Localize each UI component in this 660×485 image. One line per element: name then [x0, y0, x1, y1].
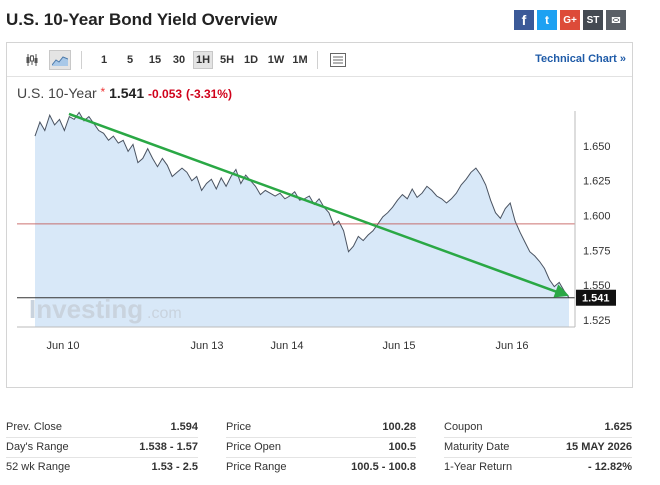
instrument-name: U.S. 10-Year — [17, 85, 97, 101]
stat-label: 52 wk Range — [6, 461, 71, 473]
y-tick-label: 1.625 — [583, 176, 611, 188]
row-divider — [226, 437, 416, 438]
google-plus-icon[interactable]: G+ — [560, 10, 580, 30]
y-tick-label: 1.550 — [583, 280, 611, 292]
quote-line: U.S. 10-Year * 1.541 -0.053 (-3.31%) — [17, 85, 232, 101]
interval-5-button[interactable]: 5 — [126, 54, 134, 66]
stat-label: Price Open — [226, 441, 282, 453]
delayed-star: * — [100, 85, 106, 99]
price-change-percent: (-3.31%) — [185, 87, 232, 101]
x-tick-label: Jun 14 — [270, 340, 303, 352]
interval-1h-button[interactable]: 1H — [193, 51, 213, 69]
stat-label: Price — [226, 421, 252, 433]
stat-value: 1.53 - 2.5 — [151, 461, 198, 473]
last-price: 1.541 — [109, 85, 145, 101]
stat-value: 15 MAY 2026 — [565, 441, 632, 453]
interval-30-button[interactable]: 30 — [172, 54, 186, 66]
share-bar: f t G+ ST ✉ — [514, 10, 626, 30]
last-price-tag-label: 1.541 — [582, 293, 610, 305]
interval-15-button[interactable]: 15 — [148, 54, 162, 66]
y-tick-label: 1.575 — [583, 245, 611, 257]
area-fill — [35, 112, 569, 328]
stat-value: 100.28 — [382, 421, 416, 433]
x-tick-label: Jun 13 — [190, 340, 223, 352]
x-tick-label: Jun 15 — [382, 340, 415, 352]
interval-1w-button[interactable]: 1W — [267, 54, 285, 66]
stats-row: Day's Range 1.538 - 1.57 Price Open 100.5 Ma… — [6, 438, 633, 458]
email-icon[interactable]: ✉ — [606, 10, 626, 30]
row-divider — [6, 437, 198, 438]
facebook-icon[interactable]: f — [514, 10, 534, 30]
twitter-icon[interactable]: t — [537, 10, 557, 30]
toolbar-divider — [81, 51, 82, 69]
stocktwits-icon[interactable]: ST — [583, 10, 603, 30]
stat-value: 1.594 — [170, 421, 198, 433]
stat-value: 1.538 - 1.57 — [139, 441, 198, 453]
candlestick-icon[interactable] — [21, 50, 43, 70]
stat-label: Day's Range — [6, 441, 69, 453]
row-divider — [226, 457, 416, 458]
interval-1d-button[interactable]: 1D — [243, 54, 259, 66]
price-change: -0.053 — [148, 87, 183, 101]
yield-chart: Investing .com 1.525 1.550 1.575 1.600 1.625 1.… — [17, 111, 616, 352]
x-tick-label: Jun 10 — [46, 340, 79, 352]
technical-chart-link[interactable]: Technical Chart » — [535, 53, 626, 65]
row-divider — [6, 457, 198, 458]
last-price-tag — [576, 289, 616, 306]
trend-arrow-line — [68, 112, 560, 294]
stat-label: Prev. Close — [6, 421, 63, 433]
stat-value: - 12.82% — [587, 461, 632, 473]
area-chart-icon[interactable] — [49, 50, 71, 70]
stat-label: 1-Year Return — [444, 461, 513, 473]
interval-1-button[interactable]: 1 — [100, 54, 108, 66]
interval-1m-button[interactable]: 1M — [292, 54, 308, 66]
row-divider — [444, 437, 632, 438]
stat-value: 100.5 — [388, 441, 416, 453]
stat-label: Price Range — [226, 461, 287, 473]
watermark-brand: Investing — [29, 294, 143, 324]
trend-arrow-head — [553, 284, 569, 298]
chart-toolbar: 1 5 15 30 1H 5H 1D 1W 1M Technical Chart » — [7, 43, 632, 77]
x-tick-label: Jun 16 — [495, 340, 528, 352]
y-tick-label: 1.525 — [583, 315, 611, 327]
y-tick-label: 1.650 — [583, 141, 611, 153]
stat-value: 1.625 — [604, 421, 632, 433]
settings-panel-icon[interactable] — [327, 50, 349, 70]
toolbar-divider — [317, 51, 318, 69]
y-tick-label: 1.600 — [583, 211, 611, 223]
stats-row: Prev. Close 1.594 Price 100.28 Coupon 1.625 — [6, 418, 633, 438]
stat-label: Coupon — [444, 421, 483, 433]
row-divider — [444, 457, 632, 458]
stat-label: Maturity Date — [444, 441, 510, 453]
interval-5h-button[interactable]: 5H — [219, 54, 235, 66]
chart-panel: 1 5 15 30 1H 5H 1D 1W 1M Technical Chart » U.S. … — [6, 42, 633, 388]
stat-value: 100.5 - 100.8 — [351, 461, 416, 473]
stats-row: 52 wk Range 1.53 - 2.5 Price Range 100.5 - … — [6, 458, 633, 478]
page-title: U.S. 10-Year Bond Yield Overview — [6, 10, 278, 29]
watermark-suffix: .com — [147, 305, 182, 322]
